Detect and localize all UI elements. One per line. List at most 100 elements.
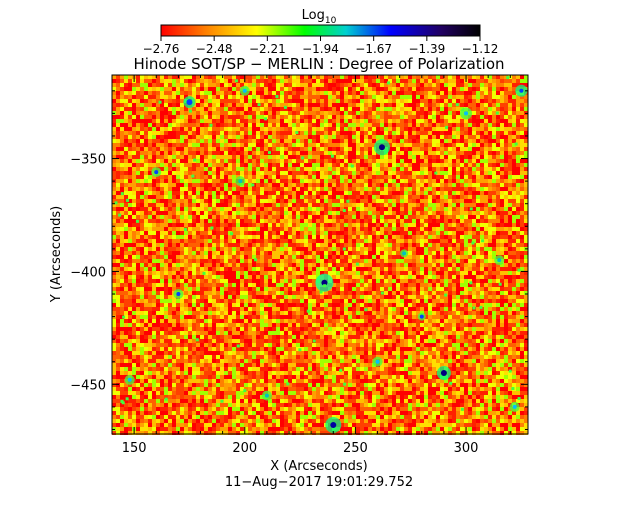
map-cells [112, 75, 528, 435]
map-speckle [306, 309, 310, 313]
map-speckle [350, 164, 354, 168]
map-speckle [158, 100, 162, 104]
map-speckle [343, 382, 347, 386]
polarization-core [497, 258, 502, 263]
colorbar-tick-label: −1.67 [355, 42, 392, 56]
y-tick-label: −450 [70, 378, 106, 393]
map-speckle [479, 305, 483, 309]
map-speckle [312, 339, 316, 343]
colorbar-tick-label: −1.94 [302, 42, 339, 56]
map-speckle [364, 308, 368, 312]
polarization-core [127, 377, 132, 382]
map-speckle [445, 125, 449, 129]
map-speckle [386, 81, 390, 85]
chart-title: Hinode SOT/SP − MERLIN : Degree of Polar… [133, 55, 504, 73]
map-speckle [283, 105, 287, 109]
map-speckle [444, 293, 448, 297]
map-speckle [254, 258, 258, 262]
polarization-core [330, 421, 337, 428]
map-speckle [471, 241, 475, 245]
x-tick-label: 150 [122, 441, 147, 456]
map-speckle [275, 94, 279, 98]
x-tick-label: 250 [343, 441, 368, 456]
map-speckle [506, 76, 510, 80]
map-speckle [342, 209, 346, 213]
map-speckle [511, 387, 515, 391]
map-speckle [251, 183, 255, 187]
map-speckle [498, 282, 502, 286]
map-speckle [193, 158, 197, 162]
map-speckle [495, 111, 499, 115]
polarization-core [321, 279, 328, 286]
polarization-core [440, 370, 447, 377]
map-speckle [114, 201, 118, 205]
colorbar-ticks: −2.76 −2.48 −2.21 −1.94 −1.67 −1.39 −1.12 [143, 36, 499, 56]
map-speckle [286, 382, 290, 386]
colorbar-title: Log10 [302, 8, 337, 26]
map-speckle [230, 232, 234, 236]
map-speckle [380, 291, 384, 295]
polarization-map [112, 75, 528, 435]
map-speckle [469, 207, 473, 211]
polarization-core [378, 144, 385, 151]
map-speckle [234, 79, 238, 83]
timestamp: 11−Aug−2017 19:01:29.752 [225, 475, 413, 490]
map-speckle [264, 117, 268, 121]
polarization-core [402, 251, 407, 256]
map-speckle [164, 397, 168, 401]
map-speckle [301, 156, 305, 160]
y-axis-label: Y (Arcseconds) [49, 206, 64, 303]
polarization-core [186, 99, 193, 106]
polarization-core [154, 170, 159, 175]
map-speckle [455, 103, 459, 107]
map-speckle [125, 397, 129, 401]
axes: 150 200 250 300 −350 −400 −450 [70, 75, 528, 456]
colorbar [160, 24, 481, 37]
map-speckle [481, 239, 485, 243]
polarization-core [242, 88, 247, 93]
map-speckle [183, 227, 187, 231]
polarization-core [176, 292, 181, 297]
map-speckle [298, 348, 302, 352]
map-speckle [210, 226, 214, 230]
map-speckle [188, 109, 192, 113]
x-tick-label: 200 [232, 441, 257, 456]
map-speckle [517, 397, 521, 401]
map-speckle [508, 369, 512, 373]
map-speckle [517, 268, 521, 272]
map-speckle [469, 281, 473, 285]
polarization-core [519, 88, 524, 93]
colorbar-tick-label: −2.21 [249, 42, 286, 56]
map-speckle [449, 381, 453, 385]
map-speckle [236, 344, 240, 348]
polarization-core [375, 359, 380, 364]
map-speckle [472, 306, 476, 310]
map-speckle [122, 315, 126, 319]
colorbar-tick-label: −2.48 [196, 42, 233, 56]
colorbar-tick-label: −1.12 [462, 42, 499, 56]
map-speckle [330, 154, 334, 158]
map-speckle [202, 271, 206, 275]
map-speckle [267, 151, 271, 155]
polarization-core [264, 393, 269, 398]
map-speckle [339, 368, 343, 372]
map-speckle [118, 213, 122, 217]
map-speckle [120, 192, 124, 196]
map-speckle [460, 407, 464, 411]
x-axis-label: X (Arcseconds) [270, 459, 367, 474]
colorbar-tick-label: −2.76 [143, 42, 180, 56]
map-speckle [434, 171, 438, 175]
map-speckle [295, 131, 299, 135]
polarization-core [512, 404, 517, 409]
map-speckle [319, 290, 323, 294]
map-speckle [342, 247, 346, 251]
map-speckle [121, 401, 125, 405]
map-speckle [195, 338, 199, 342]
map-speckle [191, 174, 195, 178]
polarization-core [238, 179, 243, 184]
polarization-core [464, 111, 469, 116]
map-speckle [135, 219, 139, 223]
y-tick-label: −350 [70, 153, 106, 168]
map-speckle [346, 199, 350, 203]
